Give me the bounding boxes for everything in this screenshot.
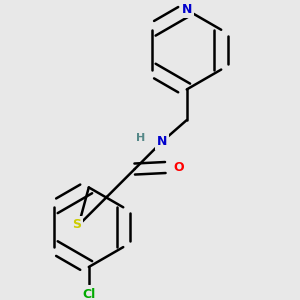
Text: Cl: Cl xyxy=(82,288,95,300)
Text: N: N xyxy=(157,135,167,148)
Text: N: N xyxy=(182,3,192,16)
Text: S: S xyxy=(72,218,81,231)
Text: O: O xyxy=(174,161,184,174)
Text: H: H xyxy=(136,134,146,143)
